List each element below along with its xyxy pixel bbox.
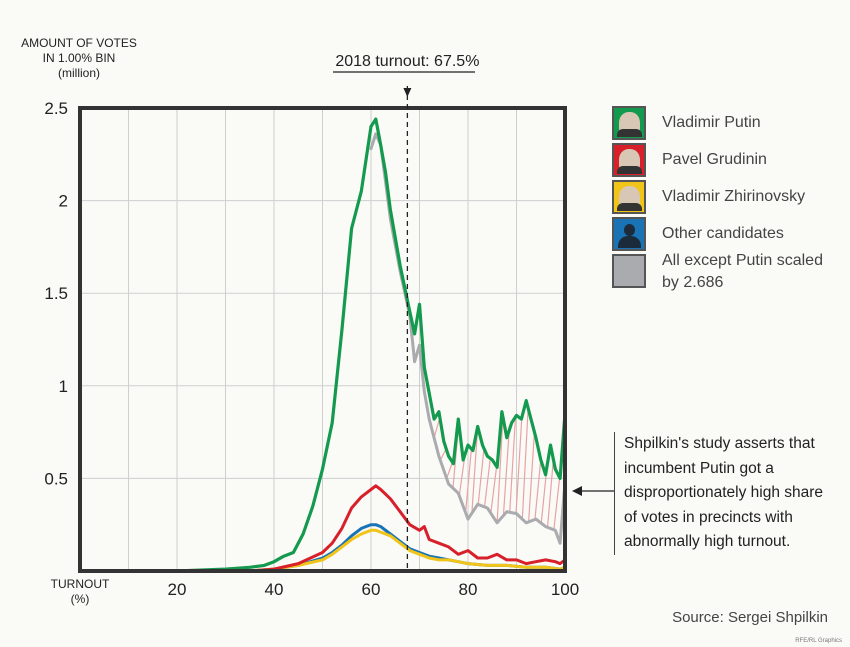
x-tick-label: 100 [551,580,579,599]
annotation-arrow-head-icon [572,486,582,496]
plot-frame [78,106,567,573]
series-line-vladimir-putin [175,117,567,573]
legend-label: Pavel Grudinin [662,151,767,168]
y-tick-label: 1 [59,377,68,396]
y-tick-label: 2.5 [44,99,68,118]
hatch-line [477,448,485,505]
hatch-line [553,477,561,530]
y-tick-label: 0.5 [44,469,68,488]
series-line-pavel-grudinin [224,484,567,573]
legend-item: All except Putin scaled by 2.686 [612,252,842,302]
hatch-line [534,459,542,520]
y-tick-label: 2 [59,192,68,211]
credit-note: RFE/RL Graphics [795,638,842,644]
turnout-marker: 2018 turnout: 67.5% [333,53,479,571]
turnout-label: 2018 turnout: 67.5% [335,53,479,70]
axes [78,106,567,573]
hatch-line [446,461,454,479]
series-lines [175,117,567,573]
legend-label: Vladimir Zhirinovsky [662,188,806,205]
x-axis-label: (%) [71,592,90,606]
legend-label: All except Putin scaled by 2.686 [662,250,823,294]
annotation-arrow [572,486,614,496]
x-axis-label: TURNOUT [51,577,110,591]
legend-item: Vladimir Putin [612,106,842,143]
y-tick-label: 1.5 [44,284,68,303]
hatch-line [496,416,504,523]
annotation-line: of votes in precincts with [624,508,793,526]
annotation-line: incumbent Putin got a [624,459,774,477]
x-tick-label: 20 [168,580,187,599]
legend-item: Other candidates [612,217,842,254]
hatch-line [471,426,479,514]
hatch-line [528,432,536,522]
source-note: Source: Sergei Shpilkin [672,609,828,626]
annotation-text: Shpilkin's study asserts that incumbent P… [614,432,850,555]
legend-label-line: All except Putin scaled [662,252,823,269]
legend-label: Other candidates [662,225,784,242]
grudinin-photo-icon [612,143,646,177]
hatch-line [483,458,491,507]
y-axis-label: AMOUNT OF VOTES [21,36,137,50]
series-line-vladimir-zhirinovsky [224,528,567,573]
grid-lines [80,108,565,571]
annotation-line: abnormally high turnout. [624,533,791,550]
annotation-line: Shpilkin's study asserts that [624,435,815,452]
hatch-line [464,448,472,513]
hatch-line [509,416,517,513]
putin-photo-icon [612,106,646,140]
person-silhouette-icon [612,217,646,251]
x-tick-label: 40 [265,580,284,599]
hatch-line [546,459,554,528]
x-tick-label: 80 [459,580,478,599]
hatch-line [502,430,510,516]
legend-item: Pavel Grudinin [612,143,842,180]
annotation-line: disproportionately high share [624,484,824,501]
legend: Vladimir Putin Pavel Grudinin Vladimir Zhi… [612,106,842,302]
legend-label: Vladimir Putin [662,114,761,131]
legend-item: Vladimir Zhirinovsky [612,180,842,217]
hatch-line [490,466,498,514]
zhirinovsky-photo-icon [612,180,646,214]
gray-swatch-icon [612,254,646,288]
hatch-line [515,417,523,514]
hatch-line [521,407,529,520]
tick-labels: 20 40 60 80 100 0.5 1 1.5 2 2.5 [44,99,579,599]
y-axis-label: IN 1.00% BIN [43,51,116,65]
legend-label-line: by 2.686 [662,274,724,291]
turnout-arrow-icon [403,88,412,97]
x-tick-label: 60 [362,580,381,599]
y-axis-label: (million) [58,66,100,80]
series-line-other-candidates [224,523,567,573]
